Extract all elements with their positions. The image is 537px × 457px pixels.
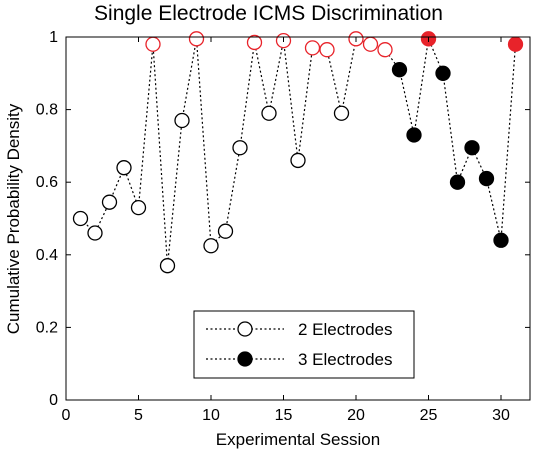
y-tick-label: 0.8 (36, 102, 58, 119)
open-point-marker (174, 112, 190, 129)
open-point-marker (319, 42, 335, 58)
filled-point-marker (391, 62, 408, 78)
x-tick-label: 0 (62, 407, 71, 424)
filled-point-marker (406, 127, 422, 143)
open-point-marker (304, 40, 321, 56)
legend-label: 2 Electrodes (298, 320, 393, 339)
legend: 2 Electrodes 3 Electrodes (193, 310, 415, 379)
open-point-marker (101, 194, 118, 210)
plot-frame (65, 36, 531, 401)
x-axis-label: Experimental Session (215, 430, 381, 449)
filled-point-marker (464, 140, 480, 156)
open-point-marker (203, 238, 219, 254)
filled-point-marker (478, 170, 495, 187)
y-tick-label: 0.2 (36, 319, 58, 336)
legend-filled-marker (237, 351, 253, 367)
x-tick-label: 10 (202, 407, 220, 424)
x-tick-label: 30 (492, 407, 510, 424)
open-point-marker (116, 160, 132, 176)
y-tick-label: 1 (49, 29, 58, 46)
open-point-marker (87, 225, 103, 241)
x-tick-label: 20 (347, 407, 365, 424)
y-tick-label: 0.4 (36, 247, 58, 264)
open-point-marker (159, 258, 176, 274)
filled-point-marker (507, 36, 524, 52)
x-tick-label: 15 (275, 407, 293, 424)
open-point-marker (130, 199, 147, 216)
open-point-marker (188, 31, 205, 47)
x-tick-label: 5 (134, 407, 143, 424)
legend-label: 3 Electrodes (298, 350, 393, 369)
open-point-marker (377, 42, 393, 58)
open-point-marker (261, 105, 277, 121)
y-tick-label: 0.6 (36, 174, 58, 191)
open-point-marker (362, 36, 379, 52)
open-point-marker (232, 140, 248, 156)
open-point-marker (246, 34, 263, 51)
legend-box (193, 310, 415, 379)
filled-point-marker (493, 232, 509, 248)
x-tick-label: 25 (420, 407, 438, 424)
y-tick-label: 0 (49, 392, 58, 409)
chart-title: Single Electrode ICMS Discrimination (94, 2, 443, 25)
open-point-marker (290, 152, 306, 169)
filled-point-marker (435, 65, 451, 81)
data-markers (72, 31, 524, 274)
open-point-marker (145, 36, 161, 52)
axis-ticks: 0 5 10 15 20 25 30 0 0.2 0.4 0.6 0.8 1 (36, 29, 530, 424)
legend-open-marker (237, 321, 253, 337)
open-point-marker (217, 223, 234, 239)
filled-point-marker (449, 174, 466, 190)
open-point-marker (72, 210, 89, 227)
y-axis-label: Cumulative Probability Density (4, 103, 23, 335)
open-point-marker (333, 105, 350, 121)
